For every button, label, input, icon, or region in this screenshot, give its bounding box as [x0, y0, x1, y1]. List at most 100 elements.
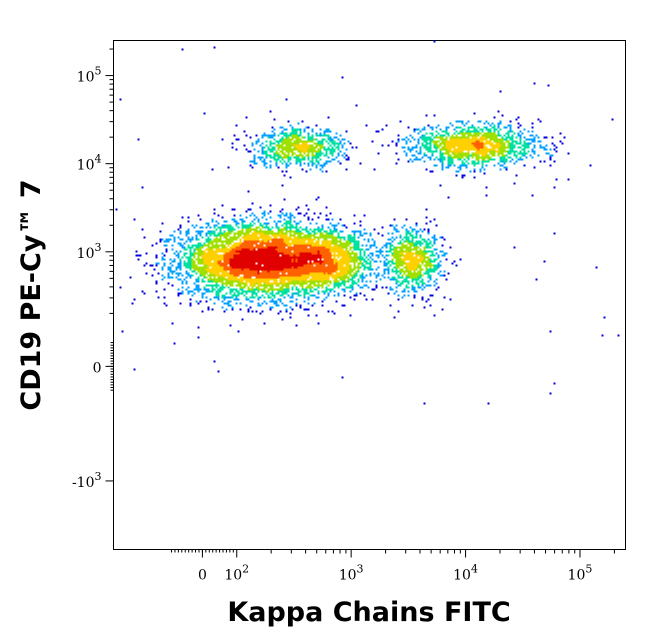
- data-point: [307, 272, 310, 275]
- data-point: [207, 252, 210, 255]
- data-point: [235, 296, 238, 299]
- data-point: [275, 288, 278, 291]
- data-point: [273, 132, 276, 135]
- data-point: [555, 146, 558, 149]
- data-point: [229, 242, 232, 245]
- data-point: [341, 230, 344, 233]
- data-point: [423, 128, 426, 131]
- data-point: [191, 260, 194, 263]
- data-point: [447, 146, 450, 149]
- data-point: [339, 282, 342, 285]
- data-point: [373, 228, 376, 231]
- data-point: [201, 258, 204, 261]
- data-point: [213, 238, 216, 241]
- data-point: [441, 168, 444, 171]
- data-point: [319, 212, 322, 215]
- data-point: [403, 138, 406, 141]
- data-point: [241, 252, 244, 255]
- data-point: [467, 150, 470, 153]
- data-point: [479, 170, 482, 173]
- data-point: [221, 254, 224, 257]
- data-point: [281, 144, 284, 147]
- data-point: [283, 218, 286, 221]
- data-point: [359, 262, 362, 265]
- data-point: [401, 244, 404, 247]
- data-point: [267, 148, 270, 151]
- data-point: [249, 272, 252, 275]
- data-point: [225, 226, 228, 229]
- data-point: [351, 146, 354, 149]
- data-point: [265, 258, 268, 261]
- data-point: [279, 126, 282, 129]
- data-point: [413, 256, 416, 259]
- data-point: [293, 274, 296, 277]
- data-point: [451, 152, 454, 155]
- data-point: [253, 228, 256, 231]
- data-point: [271, 268, 274, 271]
- data-point: [233, 278, 236, 281]
- data-point: [263, 322, 266, 325]
- data-point: [213, 302, 216, 305]
- data-point: [415, 290, 418, 293]
- data-point: [473, 176, 476, 179]
- data-point: [439, 250, 442, 253]
- data-point: [457, 144, 460, 147]
- data-point: [433, 158, 436, 161]
- data-point: [155, 262, 158, 265]
- data-point: [503, 126, 506, 129]
- data-point: [295, 134, 298, 137]
- data-point: [265, 144, 268, 147]
- data-point: [387, 270, 390, 273]
- data-point: [301, 228, 304, 231]
- data-point: [405, 228, 408, 231]
- data-point: [207, 222, 210, 225]
- data-point: [301, 146, 304, 149]
- data-point: [451, 136, 454, 139]
- data-point: [309, 288, 312, 291]
- data-point: [337, 148, 340, 151]
- data-point: [207, 288, 210, 291]
- data-point: [285, 240, 288, 243]
- data-point: [217, 284, 220, 287]
- data-point: [351, 268, 354, 271]
- data-point: [151, 274, 154, 277]
- data-point: [271, 146, 274, 149]
- data-point: [361, 272, 364, 275]
- data-point: [405, 232, 408, 235]
- data-point: [279, 246, 282, 249]
- data-point: [531, 130, 534, 133]
- data-point: [247, 208, 250, 211]
- data-point: [365, 232, 368, 235]
- data-point: [223, 286, 226, 289]
- data-point: [233, 250, 236, 253]
- data-point: [481, 158, 484, 161]
- data-point: [319, 262, 322, 265]
- data-point: [551, 136, 554, 139]
- data-point: [277, 264, 280, 267]
- data-point: [241, 242, 244, 245]
- data-point: [207, 236, 210, 239]
- data-point: [309, 270, 312, 273]
- data-point: [283, 134, 286, 137]
- data-point: [221, 248, 224, 251]
- data-point: [247, 238, 250, 241]
- data-point: [441, 274, 444, 277]
- data-point: [203, 274, 206, 277]
- data-point: [403, 272, 406, 275]
- data-point: [239, 270, 242, 273]
- data-point: [211, 240, 214, 243]
- data-point: [257, 156, 260, 159]
- data-point: [343, 282, 346, 285]
- data-point: [399, 246, 402, 249]
- data-point: [283, 284, 286, 287]
- data-point: [273, 250, 276, 253]
- data-point: [273, 272, 276, 275]
- data-point: [295, 258, 298, 261]
- data-point: [287, 156, 290, 159]
- data-point: [195, 288, 198, 291]
- data-point: [337, 256, 340, 259]
- data-point: [515, 118, 518, 121]
- data-point: [305, 248, 308, 251]
- data-point: [325, 170, 328, 173]
- data-point: [477, 156, 480, 159]
